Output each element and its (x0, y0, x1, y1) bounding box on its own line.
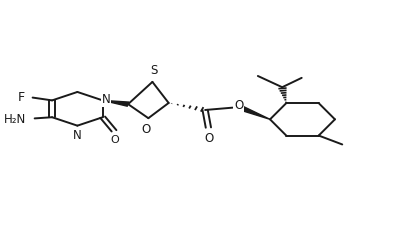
Text: S: S (150, 64, 157, 77)
Text: O: O (234, 99, 243, 112)
Polygon shape (103, 100, 129, 106)
Text: O: O (204, 132, 213, 145)
Text: O: O (142, 123, 151, 136)
Text: F: F (17, 91, 24, 104)
Text: H₂N: H₂N (4, 113, 26, 126)
Polygon shape (238, 106, 270, 119)
Text: N: N (73, 129, 82, 142)
Text: N: N (101, 93, 110, 106)
Text: O: O (111, 135, 119, 145)
